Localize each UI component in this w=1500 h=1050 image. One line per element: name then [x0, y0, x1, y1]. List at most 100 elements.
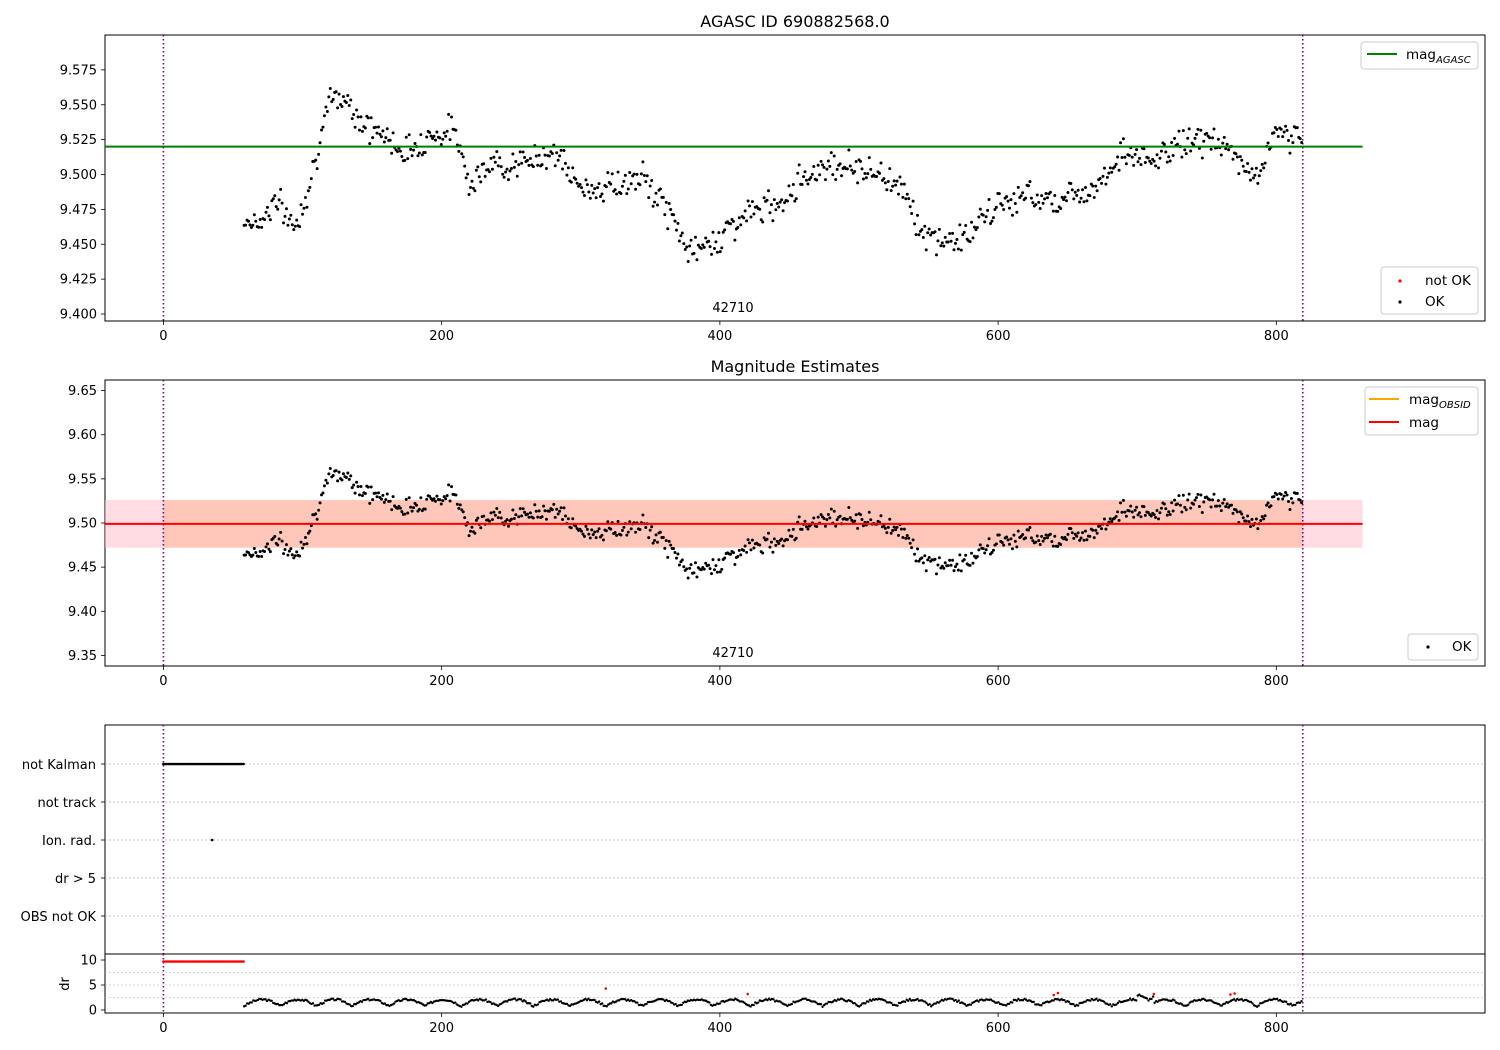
data-point	[1279, 127, 1283, 131]
data-point	[840, 174, 844, 178]
dr-point	[547, 999, 550, 1002]
y-tick-label: 9.450	[60, 238, 97, 253]
data-point	[942, 244, 946, 248]
data-point	[1079, 196, 1083, 200]
data-point	[983, 220, 987, 224]
data-point	[1282, 130, 1286, 134]
data-point	[953, 241, 957, 245]
data-point	[587, 190, 591, 194]
data-point	[658, 187, 662, 191]
dr-point	[1109, 1003, 1112, 1006]
data-point	[1263, 161, 1267, 165]
data-point	[366, 485, 370, 489]
data-point	[518, 507, 522, 511]
data-point	[482, 514, 486, 518]
data-point	[1029, 536, 1033, 540]
data-point	[378, 132, 382, 136]
data-point	[743, 544, 747, 548]
data-point	[596, 529, 600, 533]
flag-point	[242, 762, 245, 766]
data-point	[1005, 195, 1009, 199]
data-point	[825, 167, 829, 171]
x-tick-label: 200	[429, 1021, 454, 1036]
data-point	[385, 127, 389, 131]
dr-point	[484, 998, 488, 1001]
category-label: OBS not OK	[21, 910, 97, 925]
category-label: not Kalman	[22, 758, 96, 773]
data-point	[898, 175, 902, 179]
data-point	[708, 567, 712, 571]
data-point	[1196, 492, 1200, 496]
data-point	[1079, 536, 1083, 540]
data-point	[1300, 501, 1304, 505]
data-point	[791, 527, 795, 531]
data-point	[289, 547, 293, 551]
data-point	[404, 135, 408, 139]
data-point	[425, 497, 429, 501]
data-point	[559, 148, 563, 152]
x-tick-label: 400	[707, 329, 732, 344]
data-point	[704, 236, 708, 240]
data-point	[766, 531, 770, 535]
data-point	[1295, 126, 1299, 130]
data-point	[515, 174, 519, 178]
data-point	[596, 186, 600, 190]
y-tick-label: 9.60	[68, 428, 97, 443]
data-point	[384, 136, 388, 140]
data-point	[962, 230, 966, 234]
data-point	[790, 534, 794, 538]
data-point	[330, 100, 334, 104]
data-point	[1275, 127, 1279, 131]
data-point	[473, 189, 477, 193]
data-point	[286, 553, 290, 557]
data-point	[1154, 164, 1158, 168]
data-point	[838, 514, 842, 518]
data-point	[353, 491, 357, 495]
data-point	[971, 561, 975, 565]
data-point	[680, 231, 684, 235]
dr-red-point	[1052, 993, 1056, 997]
data-point	[1298, 498, 1302, 502]
data-point	[1041, 201, 1045, 205]
data-point	[324, 478, 328, 482]
y-tick-label: 9.425	[60, 273, 97, 288]
dr-point	[383, 1002, 387, 1005]
data-point	[1159, 506, 1163, 510]
data-point	[752, 546, 756, 550]
data-point	[717, 231, 721, 235]
x-tick-label: 800	[1264, 674, 1289, 689]
data-point	[550, 508, 554, 512]
data-point	[1193, 498, 1197, 502]
data-point	[825, 518, 829, 522]
data-point	[1043, 197, 1047, 201]
dr-point	[790, 1002, 794, 1006]
data-point	[301, 546, 305, 550]
data-point	[1162, 502, 1166, 506]
data-point	[1123, 510, 1127, 514]
data-point	[555, 151, 559, 155]
dr-point	[1004, 1004, 1008, 1007]
dr-point	[1249, 1000, 1253, 1004]
data-point	[1100, 181, 1104, 185]
data-point	[1114, 515, 1118, 519]
data-point	[964, 553, 968, 557]
data-point	[1069, 527, 1073, 531]
data-point	[454, 128, 458, 132]
data-point	[273, 534, 277, 538]
data-point	[569, 526, 573, 530]
data-point	[501, 172, 505, 176]
data-point	[305, 205, 309, 209]
data-point	[292, 556, 296, 560]
data-point	[750, 538, 754, 542]
data-point	[336, 106, 340, 110]
data-point	[952, 248, 956, 252]
data-point	[1249, 525, 1253, 529]
data-point	[819, 513, 823, 517]
data-point	[695, 258, 699, 262]
data-point	[822, 165, 826, 169]
dr-point	[496, 1004, 500, 1008]
data-point	[644, 180, 648, 184]
data-point	[1133, 508, 1137, 512]
dr-point	[674, 1002, 677, 1006]
data-point	[412, 148, 416, 152]
